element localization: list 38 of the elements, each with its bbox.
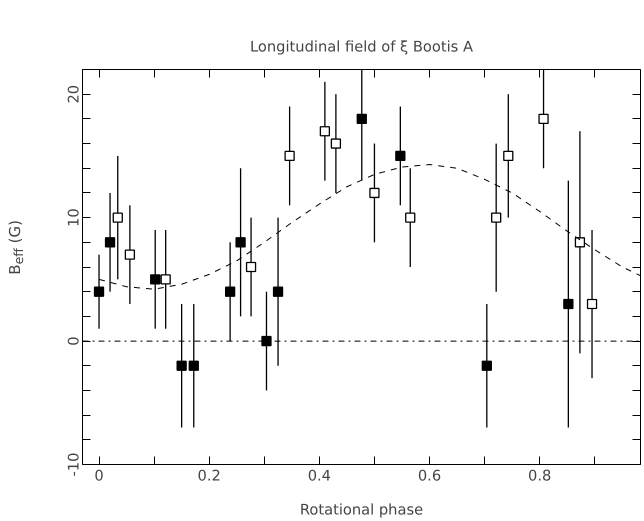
point [261, 336, 272, 346]
point [284, 150, 295, 162]
point [503, 150, 514, 162]
point [330, 138, 342, 149]
point [405, 212, 416, 223]
x-tick-label: 0.4 [308, 468, 332, 484]
point [112, 212, 123, 223]
point [491, 212, 502, 223]
point [176, 360, 187, 371]
point [272, 286, 284, 297]
y-tick-label: 20 [66, 84, 82, 104]
point [224, 286, 236, 297]
point [235, 237, 246, 248]
point [395, 150, 406, 162]
point [563, 298, 574, 310]
x-tick-label: 0.2 [198, 468, 221, 484]
y-tick-label: 10 [66, 208, 82, 227]
x-tick-label: 0.8 [528, 468, 552, 484]
point [150, 274, 160, 284]
x-axis-title: Rotational phase [300, 502, 424, 518]
point [369, 188, 380, 198]
point [586, 298, 598, 310]
point [574, 237, 586, 248]
point [538, 114, 549, 124]
chart-title: Longitudinal field of ξ Bootis A [250, 38, 473, 56]
y-tick-label: -10 [66, 452, 82, 476]
point [482, 360, 492, 371]
point [246, 262, 256, 272]
x-tick-label: 0 [94, 468, 104, 484]
y-tick-label: 0 [66, 336, 82, 346]
point [188, 360, 199, 371]
point [104, 237, 116, 248]
point [124, 250, 136, 260]
point [94, 286, 104, 297]
point [320, 126, 330, 136]
point [356, 114, 367, 124]
point [160, 274, 171, 284]
x-tick-label: 0.6 [418, 468, 442, 484]
